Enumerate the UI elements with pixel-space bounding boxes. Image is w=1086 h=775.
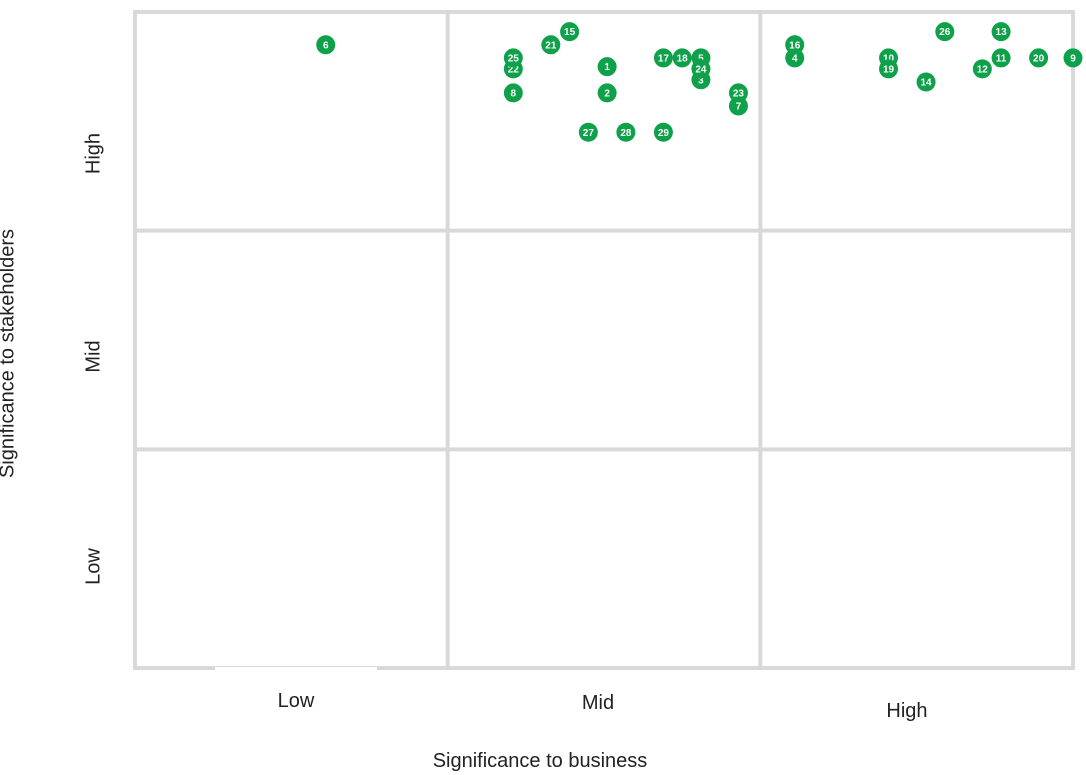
marker-18 bbox=[672, 48, 692, 68]
marker-label-7: 7 bbox=[736, 102, 742, 113]
marker-label-10: 10 bbox=[883, 53, 895, 64]
marker-11 bbox=[991, 48, 1011, 68]
marker-15 bbox=[560, 22, 580, 42]
y-category-low: Low bbox=[82, 548, 105, 585]
matrix-border bbox=[133, 10, 1075, 670]
marker-28 bbox=[616, 122, 636, 142]
marker-label-5: 5 bbox=[698, 53, 704, 64]
marker-label-12: 12 bbox=[977, 64, 989, 75]
marker-label-24: 24 bbox=[695, 64, 707, 75]
marker-label-22: 22 bbox=[508, 64, 520, 75]
marker-21 bbox=[541, 35, 561, 55]
marker-label-20: 20 bbox=[1033, 53, 1045, 64]
x-category-low: Low bbox=[277, 690, 315, 712]
marker-16 bbox=[785, 35, 805, 55]
marker-13 bbox=[991, 22, 1011, 42]
marker-label-17: 17 bbox=[658, 53, 670, 64]
marker-label-11: 11 bbox=[996, 53, 1007, 64]
marker-label-3: 3 bbox=[698, 75, 704, 86]
marker-19 bbox=[879, 59, 899, 79]
marker-26 bbox=[935, 22, 955, 42]
marker-7 bbox=[728, 96, 748, 116]
x-axis-title: Significance to business bbox=[432, 750, 648, 772]
marker-20 bbox=[1029, 48, 1049, 68]
marker-2 bbox=[597, 83, 617, 103]
marker-6 bbox=[316, 35, 336, 55]
marker-25 bbox=[503, 48, 523, 68]
marker-label-25: 25 bbox=[508, 53, 520, 64]
marker-17 bbox=[653, 48, 673, 68]
y-category-mid: Mid bbox=[82, 340, 105, 373]
marker-label-6: 6 bbox=[323, 40, 329, 51]
y-category-high: High bbox=[82, 132, 105, 175]
marker-label-18: 18 bbox=[677, 53, 689, 64]
marker-4 bbox=[785, 48, 805, 68]
marker-label-13: 13 bbox=[996, 27, 1008, 38]
marker-label-2: 2 bbox=[604, 88, 610, 99]
marker-label-1: 1 bbox=[604, 62, 610, 73]
marker-9 bbox=[1063, 48, 1083, 68]
marker-27 bbox=[578, 122, 598, 142]
marker-label-28: 28 bbox=[620, 128, 632, 139]
marker-label-29: 29 bbox=[658, 128, 670, 139]
marker-label-26: 26 bbox=[939, 27, 951, 38]
marker-8 bbox=[503, 83, 523, 103]
marker-label-8: 8 bbox=[511, 88, 517, 99]
marker-label-9: 9 bbox=[1070, 53, 1076, 64]
marker-label-15: 15 bbox=[564, 27, 576, 38]
marker-label-23: 23 bbox=[733, 88, 745, 99]
marker-label-19: 19 bbox=[883, 64, 895, 75]
marker-14 bbox=[916, 72, 936, 92]
marker-label-14: 14 bbox=[920, 77, 932, 88]
y-axis-title: Significance to stakeholders bbox=[0, 228, 19, 479]
marker-label-27: 27 bbox=[583, 128, 595, 139]
marker-label-4: 4 bbox=[792, 53, 798, 64]
x-category-mid: Mid bbox=[581, 692, 615, 714]
x-category-high: High bbox=[886, 700, 928, 722]
marker-24 bbox=[691, 59, 711, 79]
marker-label-16: 16 bbox=[789, 40, 801, 51]
marker-12 bbox=[972, 59, 992, 79]
marker-1 bbox=[597, 57, 617, 77]
marker-23 bbox=[728, 83, 748, 103]
marker-29 bbox=[653, 122, 673, 142]
marker-label-21: 21 bbox=[545, 40, 557, 51]
